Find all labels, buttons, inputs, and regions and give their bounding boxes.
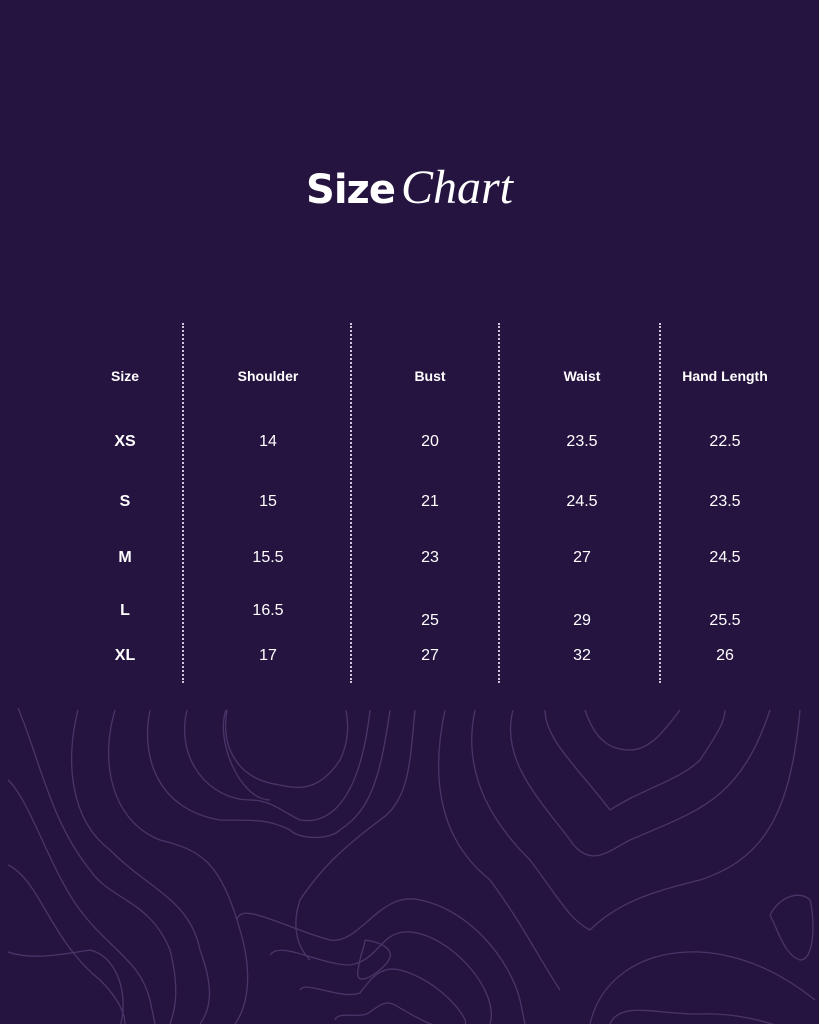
size-label: XL (114, 647, 136, 664)
header-hand-length: Hand Length (682, 368, 768, 384)
cell-shoulder: 15 (259, 493, 277, 510)
header-waist: Waist (563, 368, 601, 384)
contour-line (70, 709, 211, 1024)
cell-waist: 27 (573, 549, 591, 566)
contour-line (334, 1002, 440, 1024)
contour-line (609, 1009, 775, 1024)
contour-background (7, 707, 816, 1024)
cell-bust: 27 (421, 647, 439, 664)
page-title: Size Chart (0, 160, 819, 215)
contour-line (299, 968, 467, 1024)
contour-line (225, 709, 349, 789)
contour-line (17, 707, 177, 1024)
cell-hand-length: 24.5 (709, 549, 741, 566)
contour-line (183, 709, 371, 822)
contour-line (471, 709, 801, 931)
column-divider (498, 323, 500, 683)
contour-line (7, 779, 156, 1024)
cell-waist: 24.5 (566, 493, 598, 510)
header-bust: Bust (414, 368, 446, 384)
contour-line (108, 709, 249, 1024)
cell-hand-length: 22.5 (709, 433, 741, 450)
column-divider (182, 323, 184, 683)
contour-line (269, 931, 492, 1024)
title-bold: Size (306, 167, 396, 213)
cell-waist: 23.5 (566, 433, 598, 450)
contour-line (295, 709, 416, 961)
contour-line (509, 709, 771, 857)
column-divider (350, 323, 352, 683)
header-size: Size (110, 368, 139, 384)
contour-line (584, 709, 681, 751)
cell-shoulder: 17 (259, 647, 277, 664)
cell-hand-length: 23.5 (709, 493, 741, 510)
cell-bust: 25 (421, 612, 439, 629)
cell-hand-length: 25.5 (709, 612, 741, 629)
cell-bust: 23 (421, 549, 439, 566)
contour-line (222, 709, 271, 801)
contour-line (544, 709, 726, 811)
size-label: XS (114, 433, 136, 450)
contour-line (589, 951, 816, 1024)
contour-line (7, 864, 126, 1024)
contour-line (146, 709, 391, 839)
contour-line (769, 894, 814, 961)
cell-shoulder: 14 (259, 433, 277, 450)
cell-bust: 20 (421, 433, 439, 450)
cell-waist: 32 (573, 647, 591, 664)
contour-line (236, 898, 526, 1024)
column-divider (659, 323, 661, 683)
cell-bust: 21 (421, 493, 439, 510)
cell-waist: 29 (573, 612, 591, 629)
contour-line (437, 709, 561, 991)
contour-line (7, 949, 124, 1024)
contour-line (357, 939, 391, 980)
cell-hand-length: 26 (716, 647, 734, 664)
size-label: L (120, 602, 130, 619)
title-script: Chart (400, 161, 513, 214)
size-label: M (118, 549, 132, 566)
cell-shoulder: 15.5 (252, 549, 284, 566)
header-shoulder: Shoulder (237, 368, 299, 384)
cell-shoulder: 16.5 (252, 602, 284, 619)
size-label: S (119, 493, 131, 510)
